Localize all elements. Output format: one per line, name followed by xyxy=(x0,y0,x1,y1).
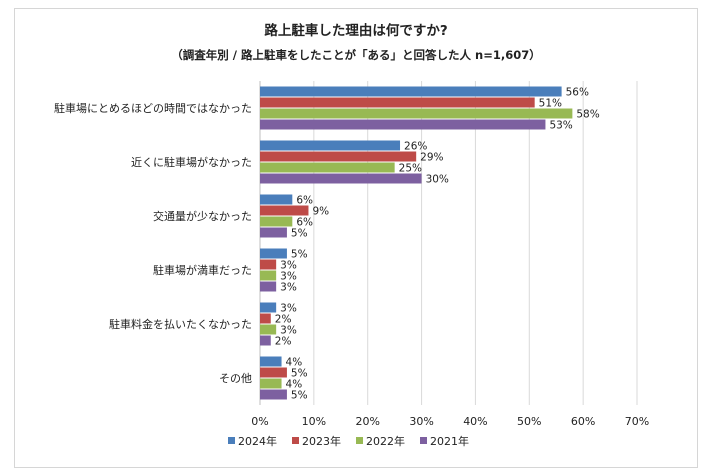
x-tick-label: 20% xyxy=(355,415,379,428)
bar xyxy=(260,194,293,205)
bar xyxy=(260,248,287,259)
bar xyxy=(260,335,271,346)
data-label: 4% xyxy=(286,357,303,369)
data-label: 29% xyxy=(420,152,443,164)
bar xyxy=(260,205,309,216)
data-label: 5% xyxy=(291,368,308,380)
x-tick-label: 50% xyxy=(517,415,541,428)
category-label: その他 xyxy=(219,372,252,385)
legend-label: 2022年 xyxy=(366,434,405,448)
bar-chart: 路上駐車した理由は何ですか? （調査年別 / 路上駐車をしたことが「ある」と回答… xyxy=(54,22,649,448)
x-tick-label: 60% xyxy=(571,415,595,428)
bar xyxy=(260,356,282,367)
category-label: 交通量が少なかった xyxy=(153,209,252,223)
data-label: 25% xyxy=(399,163,422,175)
data-label: 3% xyxy=(280,303,297,315)
legend-label: 2021年 xyxy=(430,434,469,448)
legend-swatch xyxy=(420,437,427,444)
data-label: 53% xyxy=(549,120,572,132)
legend-swatch xyxy=(292,437,299,444)
chart-frame: 路上駐車した理由は何ですか? （調査年別 / 路上駐車をしたことが「ある」と回答… xyxy=(14,8,698,468)
x-tick-label: 10% xyxy=(302,415,326,428)
data-label: 9% xyxy=(312,206,329,218)
category-label: 駐車場が満車だった xyxy=(153,263,252,277)
bar xyxy=(260,313,271,324)
bar xyxy=(260,173,422,184)
data-label: 3% xyxy=(280,260,297,272)
bar xyxy=(260,151,417,162)
data-label: 6% xyxy=(296,195,313,207)
bar xyxy=(260,97,535,108)
data-label: 5% xyxy=(291,228,308,240)
data-label: 6% xyxy=(296,217,313,229)
bar xyxy=(260,324,277,335)
data-label: 2% xyxy=(275,314,292,326)
bar xyxy=(260,302,277,313)
bar xyxy=(260,216,293,227)
category-labels: 駐車場にとめるほどの時間ではなかった近くに駐車場がなかった交通量が少なかった駐車… xyxy=(54,101,252,385)
legend-label: 2024年 xyxy=(238,434,277,448)
legend-label: 2023年 xyxy=(302,434,341,448)
data-label: 5% xyxy=(291,249,308,261)
data-label: 30% xyxy=(426,174,449,186)
category-label: 駐車場にとめるほどの時間ではなかった xyxy=(54,101,252,115)
bar xyxy=(260,270,277,281)
bar xyxy=(260,119,546,130)
data-label: 3% xyxy=(280,271,297,283)
bar xyxy=(260,227,287,238)
x-tick-label: 40% xyxy=(463,415,487,428)
legend-swatch xyxy=(228,437,235,444)
bar xyxy=(260,108,573,119)
data-label: 5% xyxy=(291,390,308,402)
data-label: 4% xyxy=(286,379,303,391)
category-label: 近くに駐車場がなかった xyxy=(131,155,252,169)
bar xyxy=(260,162,395,173)
legend-swatch xyxy=(356,437,363,444)
data-label: 2% xyxy=(275,336,292,348)
bar xyxy=(260,378,282,389)
data-label: 51% xyxy=(539,98,562,110)
gridlines xyxy=(259,81,638,405)
data-label: 58% xyxy=(576,109,599,121)
chart-title: 路上駐車した理由は何ですか? xyxy=(264,22,447,39)
x-tick-label: 30% xyxy=(409,415,433,428)
x-tick-labels: 0% 10% 20% 30% 40% 50% 60% 70% xyxy=(251,415,649,428)
data-label: 26% xyxy=(404,141,427,153)
bar xyxy=(260,259,277,270)
bar xyxy=(260,86,562,97)
category-label: 駐車料金を払いたくなかった xyxy=(109,317,252,331)
chart-subtitle: （調査年別 / 路上駐車をしたことが「ある」と回答した人 n=1,607） xyxy=(171,48,540,62)
data-label: 3% xyxy=(280,282,297,294)
bar xyxy=(260,367,287,378)
bar xyxy=(260,389,287,400)
data-labels: 56%51%58%53%26%29%25%30%6%9%6%5%5%3%3%3%… xyxy=(275,87,600,402)
bar xyxy=(260,281,277,292)
x-tick-label: 70% xyxy=(625,415,649,428)
legend: 2024年 2023年 2022年 2021年 xyxy=(228,434,469,448)
data-label: 56% xyxy=(566,87,589,99)
x-tick-label: 0% xyxy=(251,415,268,428)
data-label: 3% xyxy=(280,325,297,337)
bar xyxy=(260,140,401,151)
bars xyxy=(260,86,573,400)
